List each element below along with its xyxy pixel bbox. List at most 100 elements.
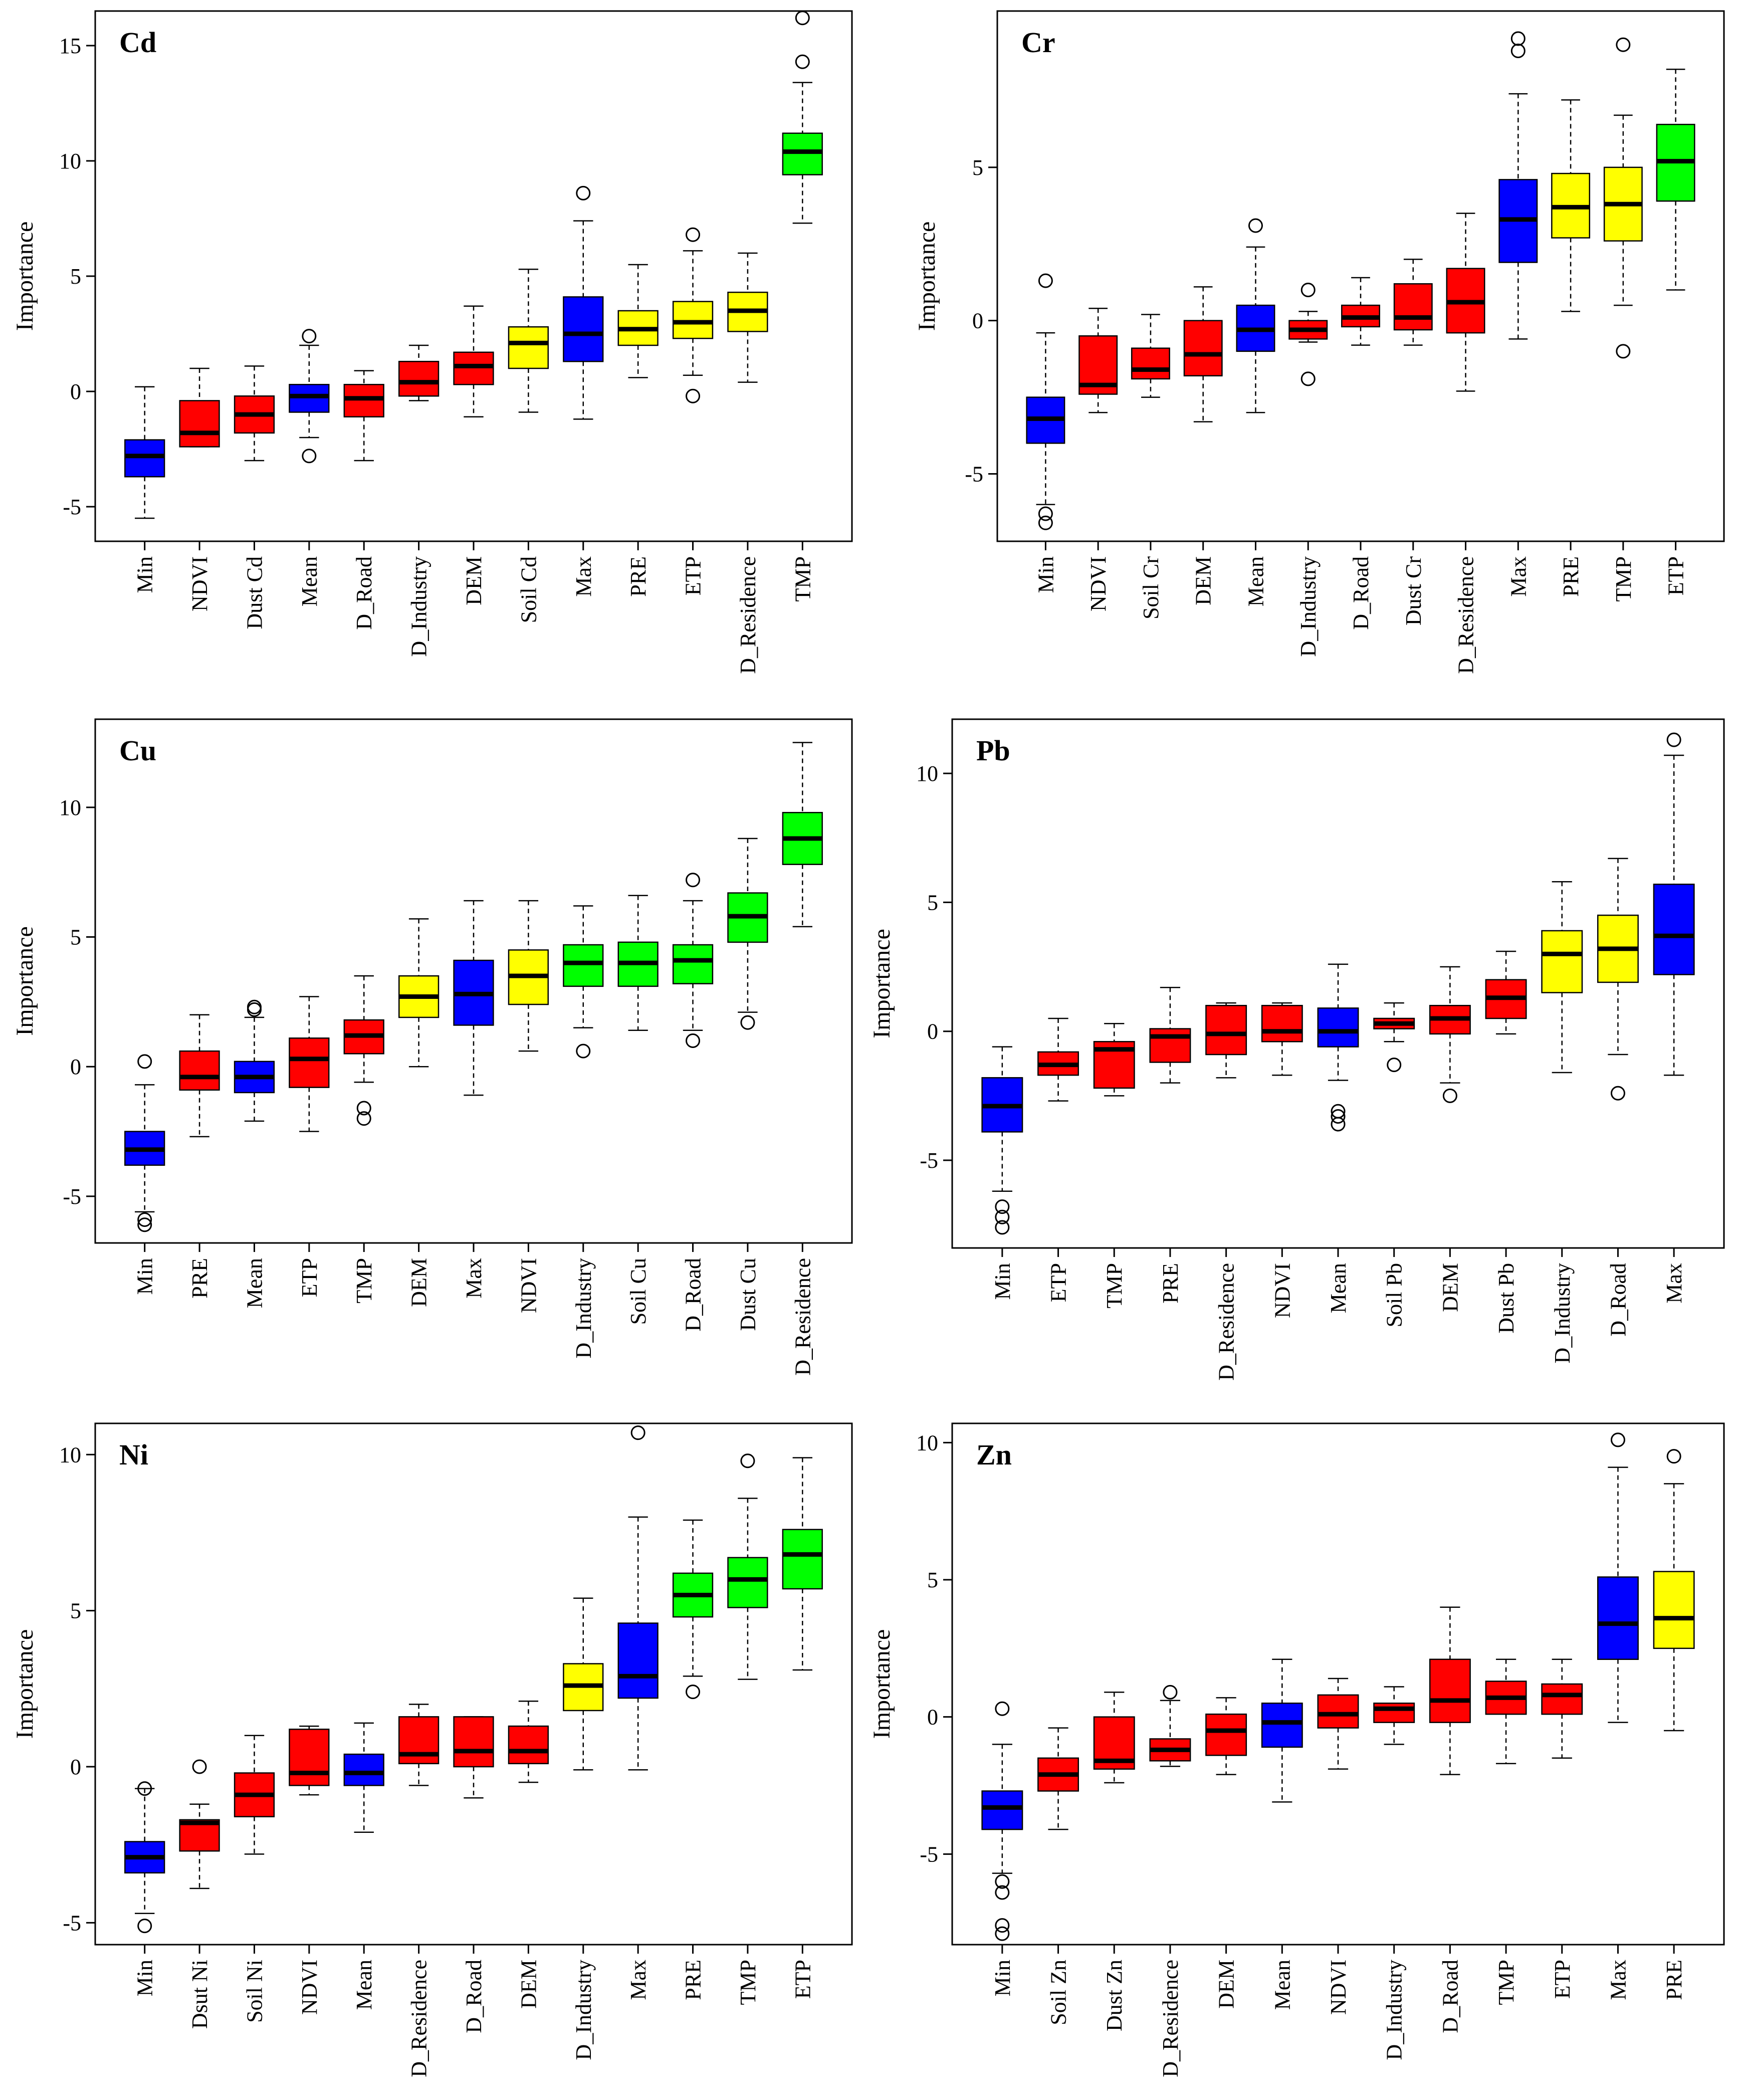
x-category-label: ETP xyxy=(1550,1960,1575,1999)
box-d-road xyxy=(1429,1606,1471,1775)
x-category-label: PRE xyxy=(1662,1960,1686,2000)
y-tick-label: 5 xyxy=(927,1568,938,1592)
outlier-point xyxy=(1666,1449,1681,1464)
box-d-road xyxy=(343,370,384,462)
y-tick-label: -5 xyxy=(63,1184,81,1209)
box-min xyxy=(124,1054,165,1232)
x-category-label: TMP xyxy=(1102,1263,1127,1308)
y-tick-label: 10 xyxy=(59,149,81,173)
box-dust-cd xyxy=(234,365,275,462)
box-soil-zn xyxy=(1037,1727,1079,1830)
box-iqr xyxy=(1653,1571,1695,1649)
box-d-residence xyxy=(727,252,768,383)
y-axis-label: Importance xyxy=(914,222,940,331)
outlier-point xyxy=(995,1199,1010,1214)
box-tmp xyxy=(343,975,384,1126)
x-category-label: Dsut Ni xyxy=(187,1960,212,2029)
x-category-label: Soil Cu xyxy=(626,1258,650,1325)
box-iqr xyxy=(124,439,165,478)
x-category-label: PRE xyxy=(1559,556,1583,597)
outlier-point xyxy=(1510,31,1526,46)
x-category-label: Max xyxy=(1606,1960,1630,2000)
box-iqr xyxy=(981,1790,1023,1830)
box-iqr xyxy=(1541,1683,1583,1715)
box-iqr xyxy=(453,1716,494,1768)
x-category-label: D_Residence xyxy=(736,556,760,674)
box-d-industry xyxy=(398,344,440,401)
y-tick-label: 0 xyxy=(927,1705,938,1730)
box-pre xyxy=(179,1014,220,1138)
box-d-industry xyxy=(1541,881,1583,1074)
x-category-label: ETP xyxy=(681,556,706,595)
box-iqr xyxy=(1393,283,1433,331)
box-iqr xyxy=(1597,1576,1639,1660)
box-iqr xyxy=(672,944,714,984)
x-category-label: Dust Cd xyxy=(242,556,267,629)
box-mean xyxy=(289,329,330,464)
chart-panel-cr: Cr Importance -5 0 5 Min NDVI Soil Cr DEM Mean D_I… xyxy=(914,10,1725,674)
x-category-label: Dust Pb xyxy=(1494,1263,1518,1334)
box-min xyxy=(124,1781,165,1934)
x-category-label: D_Road xyxy=(1606,1263,1630,1337)
x-category-label: Min xyxy=(133,1258,157,1295)
y-axis-label: Importance xyxy=(12,926,38,1036)
y-tick-label: 5 xyxy=(972,155,983,180)
x-category-label: Mean xyxy=(352,1960,376,2010)
outlier-point xyxy=(740,1015,755,1030)
y-tick-label: -5 xyxy=(920,1148,938,1173)
x-category-label: NDVI xyxy=(1326,1960,1351,2015)
box-d-residence xyxy=(782,742,823,928)
y-axis-label: Importance xyxy=(12,222,38,331)
box-ndvi xyxy=(179,367,220,448)
box-min xyxy=(981,1046,1023,1235)
box-ndvi xyxy=(1261,1002,1303,1076)
x-category-label: Soil Cd xyxy=(516,556,541,623)
panel-title: Pb xyxy=(976,734,1010,767)
y-tick-label: 10 xyxy=(916,761,938,786)
box-tmp xyxy=(1093,1023,1135,1097)
y-tick-label: -5 xyxy=(63,495,81,519)
box-dem xyxy=(1205,1697,1247,1775)
x-category-label: TMP xyxy=(1611,556,1636,601)
box-d-industry xyxy=(563,1597,604,1771)
outlier-point xyxy=(356,1111,371,1126)
outlier-point xyxy=(1038,515,1053,530)
box-d-industry xyxy=(1373,1686,1415,1745)
x-category-label: D_Industry xyxy=(1382,1960,1407,2060)
y-tick-label: -5 xyxy=(63,1911,81,1935)
x-category-label: PRE xyxy=(681,1960,706,2000)
box-iqr xyxy=(508,326,549,369)
chart-panel-pb: Pb Importance -5 0 5 10 Min ETP TMP PRE D_Residenc… xyxy=(868,718,1725,1381)
outlier-point xyxy=(1610,1432,1625,1447)
box-etp xyxy=(289,996,330,1132)
x-category-label: PRE xyxy=(1158,1263,1183,1304)
outlier-point xyxy=(630,1425,645,1440)
box-pre xyxy=(1551,99,1591,312)
x-category-label: D_Residence xyxy=(790,1258,815,1376)
box-d-road xyxy=(1597,858,1639,1101)
outlier-point xyxy=(1300,283,1316,298)
box-iqr xyxy=(1183,320,1223,377)
x-category-label: D_Road xyxy=(681,1258,706,1332)
outlier-point xyxy=(995,1209,1010,1224)
box-iqr xyxy=(1373,1703,1415,1723)
outlier-point xyxy=(1038,506,1053,521)
outlier-point xyxy=(1163,1685,1178,1700)
box-iqr xyxy=(1261,1004,1303,1042)
outlier-point xyxy=(137,1212,152,1227)
outlier-point xyxy=(1616,37,1631,52)
box-iqr xyxy=(453,351,494,385)
x-category-label: Mean xyxy=(242,1258,267,1308)
outlier-point xyxy=(576,1043,591,1059)
box-max xyxy=(1597,1432,1639,1723)
x-category-label: NDVI xyxy=(1086,556,1111,611)
x-category-label: D_Residence xyxy=(1454,556,1478,674)
box-soil-pb xyxy=(1373,1002,1415,1073)
panel-title: Cr xyxy=(1021,26,1055,59)
x-category-label: DEM xyxy=(462,556,486,605)
box-dem xyxy=(1183,286,1223,423)
x-category-label: Min xyxy=(133,1960,157,1996)
panel-title: Ni xyxy=(119,1438,148,1471)
box-ndvi xyxy=(289,1725,330,1796)
box-iqr xyxy=(1653,884,1695,975)
